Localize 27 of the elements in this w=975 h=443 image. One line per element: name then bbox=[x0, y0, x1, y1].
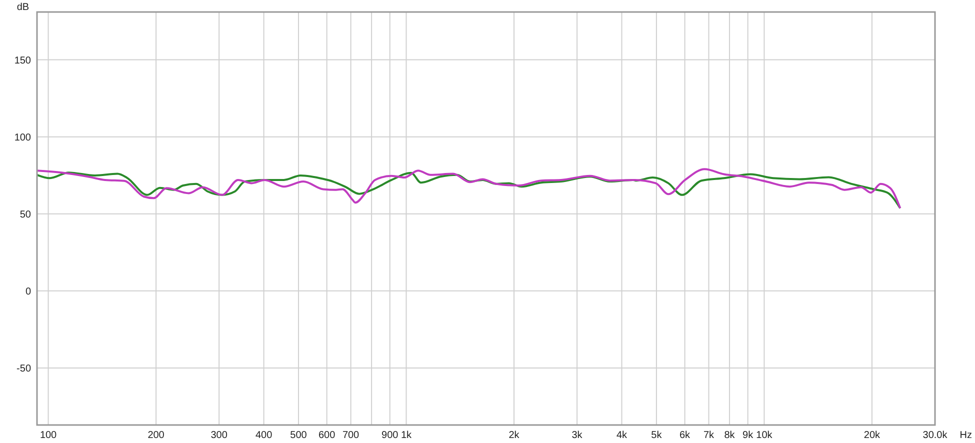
x-tick-label: 10k bbox=[756, 430, 774, 441]
y-tick-label: 50 bbox=[20, 209, 32, 220]
x-tick-label: 6k bbox=[680, 430, 692, 441]
x-tick-label: 20k bbox=[864, 430, 882, 441]
x-tick-label: 30.0k bbox=[922, 430, 948, 441]
x-tick-label: 400 bbox=[255, 430, 273, 441]
x-tick-label: 2k bbox=[508, 430, 520, 441]
x-tick-label: 1k bbox=[400, 430, 413, 441]
x-axis-title: Hz bbox=[960, 430, 972, 441]
y-tick-label: -50 bbox=[16, 363, 32, 374]
x-tick-label: 4k bbox=[616, 430, 628, 441]
x-tick-label: 3k bbox=[572, 430, 584, 441]
y-axis-title: dB bbox=[16, 2, 30, 13]
x-tick-label: 500 bbox=[290, 430, 308, 441]
x-tick-label: 300 bbox=[210, 430, 228, 441]
y-tick-label: 0 bbox=[25, 286, 32, 298]
x-tick-label: 600 bbox=[318, 430, 336, 441]
x-tick-label: 8k bbox=[724, 430, 736, 441]
x-tick-label: 9k bbox=[742, 430, 754, 441]
x-tick-label: 5k bbox=[651, 430, 663, 441]
x-tick-label: 900 bbox=[382, 430, 399, 441]
x-tick-label: 200 bbox=[148, 430, 165, 441]
y-tick-label: 100 bbox=[14, 132, 32, 144]
x-tick-label: 100 bbox=[40, 430, 58, 441]
x-tick-label: 700 bbox=[342, 430, 360, 441]
x-tick-label: 7k bbox=[703, 430, 716, 441]
y-tick-label: 150 bbox=[14, 55, 32, 66]
